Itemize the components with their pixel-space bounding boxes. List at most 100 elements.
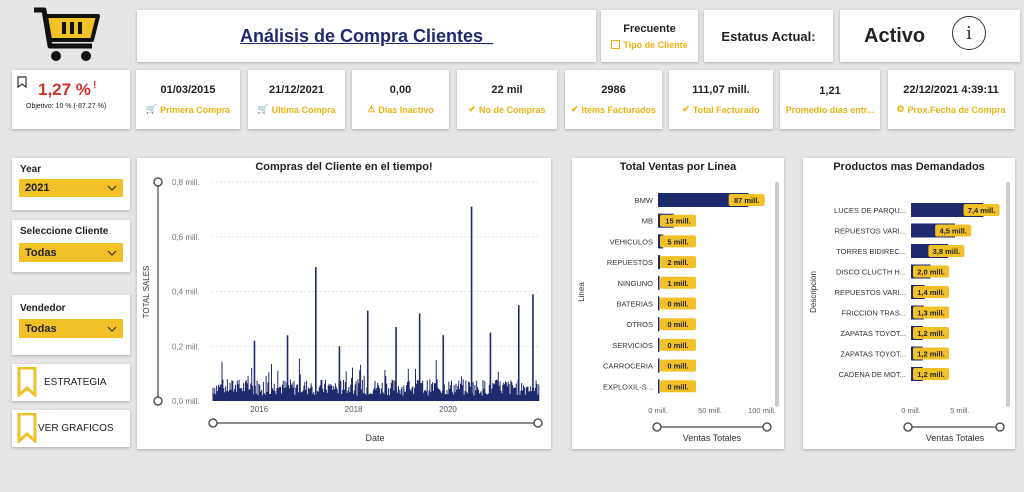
- data-label: 0 mill.: [667, 341, 688, 350]
- sales-noise-band: [212, 358, 540, 401]
- data-label-bg: [963, 204, 1000, 216]
- category-label: ZAPATAS TOYOT...: [840, 329, 906, 338]
- gear-icon: ⚙: [896, 104, 905, 114]
- ventas-linea-bar-chart: BMW 87 mill. MB 15 mill. VEHICULOS 5 mill. REP…: [577, 182, 779, 443]
- y-tick-label: 0,8 mill.: [172, 178, 200, 187]
- estrategia-button[interactable]: ESTRATEGIA: [12, 364, 130, 401]
- percent-value: 1,27 %: [38, 80, 91, 99]
- data-label: 0 mill.: [667, 362, 688, 371]
- category-label: EXPLOXIL-S...: [603, 382, 653, 391]
- estatus-label: Estatus Actual:: [721, 28, 816, 44]
- kpi-label: Promedio días entr...: [785, 104, 875, 115]
- kpi-label: Primera Compra: [160, 104, 231, 115]
- chevron-down-icon: [107, 247, 117, 259]
- vendedor-dropdown[interactable]: Todas: [19, 319, 123, 338]
- estatus-label-card: Estatus Actual:: [704, 10, 833, 62]
- kpi-ultima-compra: 21/12/2021 🛒 Ultima Compra: [248, 70, 345, 129]
- year-dropdown[interactable]: 2021: [19, 179, 123, 197]
- kpi-dias-inactivo: 0,00 ⚠ Días Inactivo: [352, 70, 449, 129]
- scrollbar: [1006, 182, 1010, 407]
- productos-chart-card: Productos mas Demandados LUCES DE PARQU.…: [803, 158, 1015, 449]
- bar: [658, 317, 660, 332]
- scrollbar: [775, 182, 779, 407]
- category-label: MB: [642, 217, 653, 226]
- x-tick-label: 2020: [439, 405, 457, 414]
- check-icon: ✔: [682, 104, 690, 114]
- data-label-bg: [913, 327, 949, 339]
- kpi-no-compras: 22 mil ✔ No de Compras: [457, 70, 557, 129]
- kpi-items-facturados: 2986 ✔ Items Facturados: [565, 70, 662, 129]
- bookmark-icon[interactable]: [17, 75, 27, 93]
- tipo-cliente-label: Tipo de Cliente: [623, 39, 688, 50]
- category-label: SERVICIOS: [612, 341, 653, 350]
- data-label-bg: [660, 235, 696, 248]
- compras-chart-card: Compras del Cliente en el tiempo! 0,0 mi…: [137, 158, 551, 449]
- data-label-bg: [913, 347, 949, 360]
- x-tick-label: 5 mill.: [950, 406, 970, 415]
- slider-handle: [153, 177, 163, 187]
- category-label: NINGUNO: [618, 279, 654, 288]
- data-label: 0 mill.: [667, 320, 688, 329]
- ver-graficos-button[interactable]: VER GRAFICOS: [12, 410, 130, 447]
- data-label: 0 mill.: [667, 382, 688, 391]
- bookmark-icon: [17, 366, 37, 402]
- estrategia-label: ESTRATEGIA: [44, 377, 107, 388]
- cliente-slicer: Seleccione Cliente Todas: [12, 220, 130, 272]
- x-tick-label: 100 mill.: [748, 406, 776, 415]
- data-label: 1,4 mill.: [917, 288, 945, 297]
- percent-card: 1,27 % ! Objetivo: 10 % (-87.27 %): [12, 70, 130, 129]
- vendedor-label: Vendedor: [20, 303, 66, 314]
- title-card: Análisis de Compra Clientes_: [137, 10, 596, 62]
- cliente-dropdown[interactable]: Todas: [19, 243, 123, 262]
- x-tick-label: 50 mill.: [698, 406, 722, 415]
- data-label: 0 mill.: [667, 300, 688, 309]
- bar: [658, 296, 660, 311]
- data-label: 1,3 mill.: [917, 309, 945, 318]
- category-label: CARROCERIA: [603, 362, 653, 371]
- category-label: OTROS: [626, 320, 653, 329]
- data-label: 15 mill.: [665, 217, 690, 226]
- tipo-cliente-row: Tipo de Cliente: [611, 39, 688, 50]
- y-axis-title: Linea: [577, 282, 586, 302]
- kpi-value: 22/12/2021 4:39:11: [903, 84, 999, 96]
- kpi-value: 22 mil: [491, 84, 523, 96]
- page-title[interactable]: Análisis de Compra Clientes_: [239, 25, 494, 46]
- category-label: REPUESTOS VARI...: [835, 227, 906, 236]
- y-tick-label: 0,4 mill.: [172, 288, 200, 297]
- x-axis-title: Date: [365, 433, 384, 443]
- slider-handle: [208, 418, 218, 428]
- data-label-bg: [913, 286, 949, 298]
- info-button[interactable]: i: [952, 16, 986, 50]
- data-label-bg: [660, 297, 696, 310]
- compras-chart-title: Compras del Cliente en el tiempo!: [255, 161, 433, 173]
- x-tick-label: 2018: [345, 405, 363, 414]
- slider-handle: [762, 422, 772, 432]
- data-label-bg: [913, 368, 949, 380]
- category-label: LUCES DE PARQU...: [834, 206, 906, 215]
- data-label-bg: [728, 194, 765, 206]
- slider-handle: [652, 422, 662, 432]
- estatus-value-card: Activo: [840, 10, 1020, 62]
- data-label: 3,8 mill.: [933, 247, 961, 256]
- data-label-bg: [660, 276, 696, 289]
- data-label: 5 mill.: [667, 237, 688, 246]
- slider-handle: [995, 422, 1005, 432]
- y-tick-label: 0,0 mill.: [172, 397, 200, 406]
- y-axis-title: Descripcion: [809, 271, 818, 313]
- x-tick-label: 2016: [250, 405, 268, 414]
- kpi-total-facturado: 111,07 mill. ✔ Total Facturado: [669, 70, 773, 129]
- bar: [658, 337, 660, 352]
- kpi-primera-compra: 01/03/2015 🛒 Primera Compra: [136, 70, 240, 129]
- check-icon: ✔: [570, 104, 579, 114]
- data-label-bg: [660, 318, 696, 331]
- x-axis-title: Ventas Totales: [683, 433, 742, 443]
- data-label: 2,0 mill.: [917, 268, 945, 277]
- data-label: 2 mill.: [667, 258, 688, 267]
- category-label: REPUESTOS: [607, 258, 653, 267]
- tag-icon: [611, 40, 621, 49]
- compras-line-chart: 0,0 mill. 0,2 mill. 0,4 mill. 0,6 mill. 0,8 …: [142, 177, 543, 443]
- chevron-down-icon: [107, 182, 117, 194]
- cart-icon: 🛒: [257, 104, 269, 114]
- productos-bar-chart: LUCES DE PARQU... 7,4 mill. REPUESTOS VARI…: [809, 182, 1010, 443]
- data-label: 87 mill.: [734, 196, 759, 205]
